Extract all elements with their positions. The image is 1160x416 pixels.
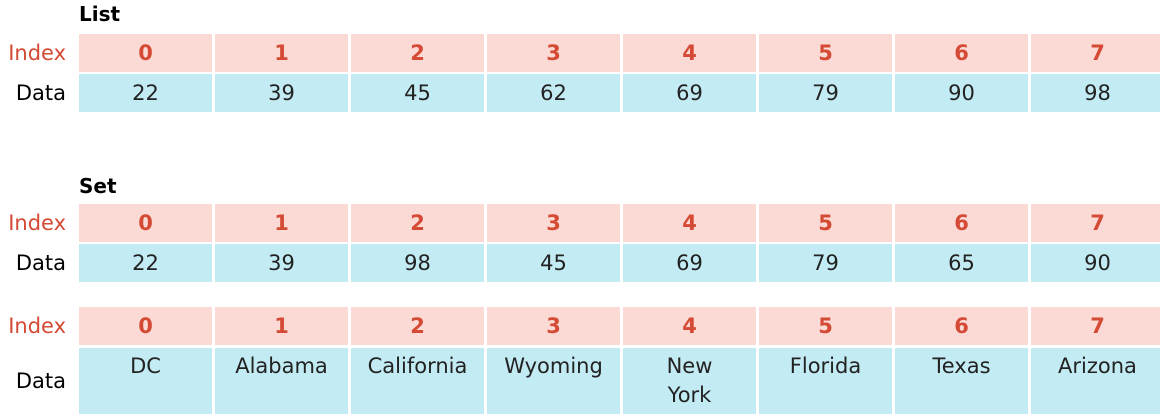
states-index-row: 0 1 2 3 4 5 6 7 [79,307,1160,345]
states-data-cell: New York [623,348,756,414]
list-title: List [79,2,121,26]
states-data-cell: Texas [895,348,1028,414]
list-index-label: Index [8,41,66,65]
set-index-label: Index [8,211,66,235]
set-data-cell: 22 [79,244,212,282]
list-data-cell: 69 [623,74,756,112]
states-data-cell: Arizona [1031,348,1160,414]
set-index-cell: 2 [351,204,484,242]
states-data-cell: DC [79,348,212,414]
states-data-cell: Alabama [215,348,348,414]
states-index-label: Index [8,314,66,338]
states-index-cell: 6 [895,307,1028,345]
set-data-cell: 45 [487,244,620,282]
set-data-cell: 65 [895,244,1028,282]
states-data-cell: California [351,348,484,414]
set-data-cell: 90 [1031,244,1160,282]
list-data-cell: 98 [1031,74,1160,112]
set-data-row: 22 39 98 45 69 79 65 90 [79,244,1160,282]
list-data-cell: 22 [79,74,212,112]
list-index-cell: 6 [895,34,1028,72]
set-title: Set [79,174,117,198]
list-data-label: Data [15,81,66,105]
list-data-cell: 62 [487,74,620,112]
list-index-cell: 0 [79,34,212,72]
list-data-cell: 79 [759,74,892,112]
states-data-row: DC Alabama California Wyoming New York F… [79,348,1160,414]
set-data-cell: 39 [215,244,348,282]
states-index-cell: 4 [623,307,756,345]
list-index-cell: 5 [759,34,892,72]
set-data-cell: 69 [623,244,756,282]
list-index-cell: 7 [1031,34,1160,72]
list-index-cell: 1 [215,34,348,72]
list-data-cell: 90 [895,74,1028,112]
states-index-cell: 7 [1031,307,1160,345]
list-index-row: 0 1 2 3 4 5 6 7 [79,34,1160,72]
states-index-cell: 5 [759,307,892,345]
list-index-cell: 4 [623,34,756,72]
states-index-cell: 3 [487,307,620,345]
set-index-cell: 4 [623,204,756,242]
states-data-cell: Wyoming [487,348,620,414]
set-index-cell: 6 [895,204,1028,242]
list-index-cell: 2 [351,34,484,72]
set-index-cell: 0 [79,204,212,242]
states-index-cell: 2 [351,307,484,345]
list-data-row: 22 39 45 62 69 79 90 98 [79,74,1160,112]
states-data-cell: Florida [759,348,892,414]
set-index-cell: 7 [1031,204,1160,242]
set-data-cell: 79 [759,244,892,282]
set-index-cell: 5 [759,204,892,242]
states-index-cell: 0 [79,307,212,345]
list-index-cell: 3 [487,34,620,72]
list-data-cell: 39 [215,74,348,112]
set-data-label: Data [15,251,66,275]
states-data-label: Data [15,369,66,393]
set-index-row: 0 1 2 3 4 5 6 7 [79,204,1160,242]
set-index-cell: 1 [215,204,348,242]
set-index-cell: 3 [487,204,620,242]
set-data-cell: 98 [351,244,484,282]
list-data-cell: 45 [351,74,484,112]
states-index-cell: 1 [215,307,348,345]
